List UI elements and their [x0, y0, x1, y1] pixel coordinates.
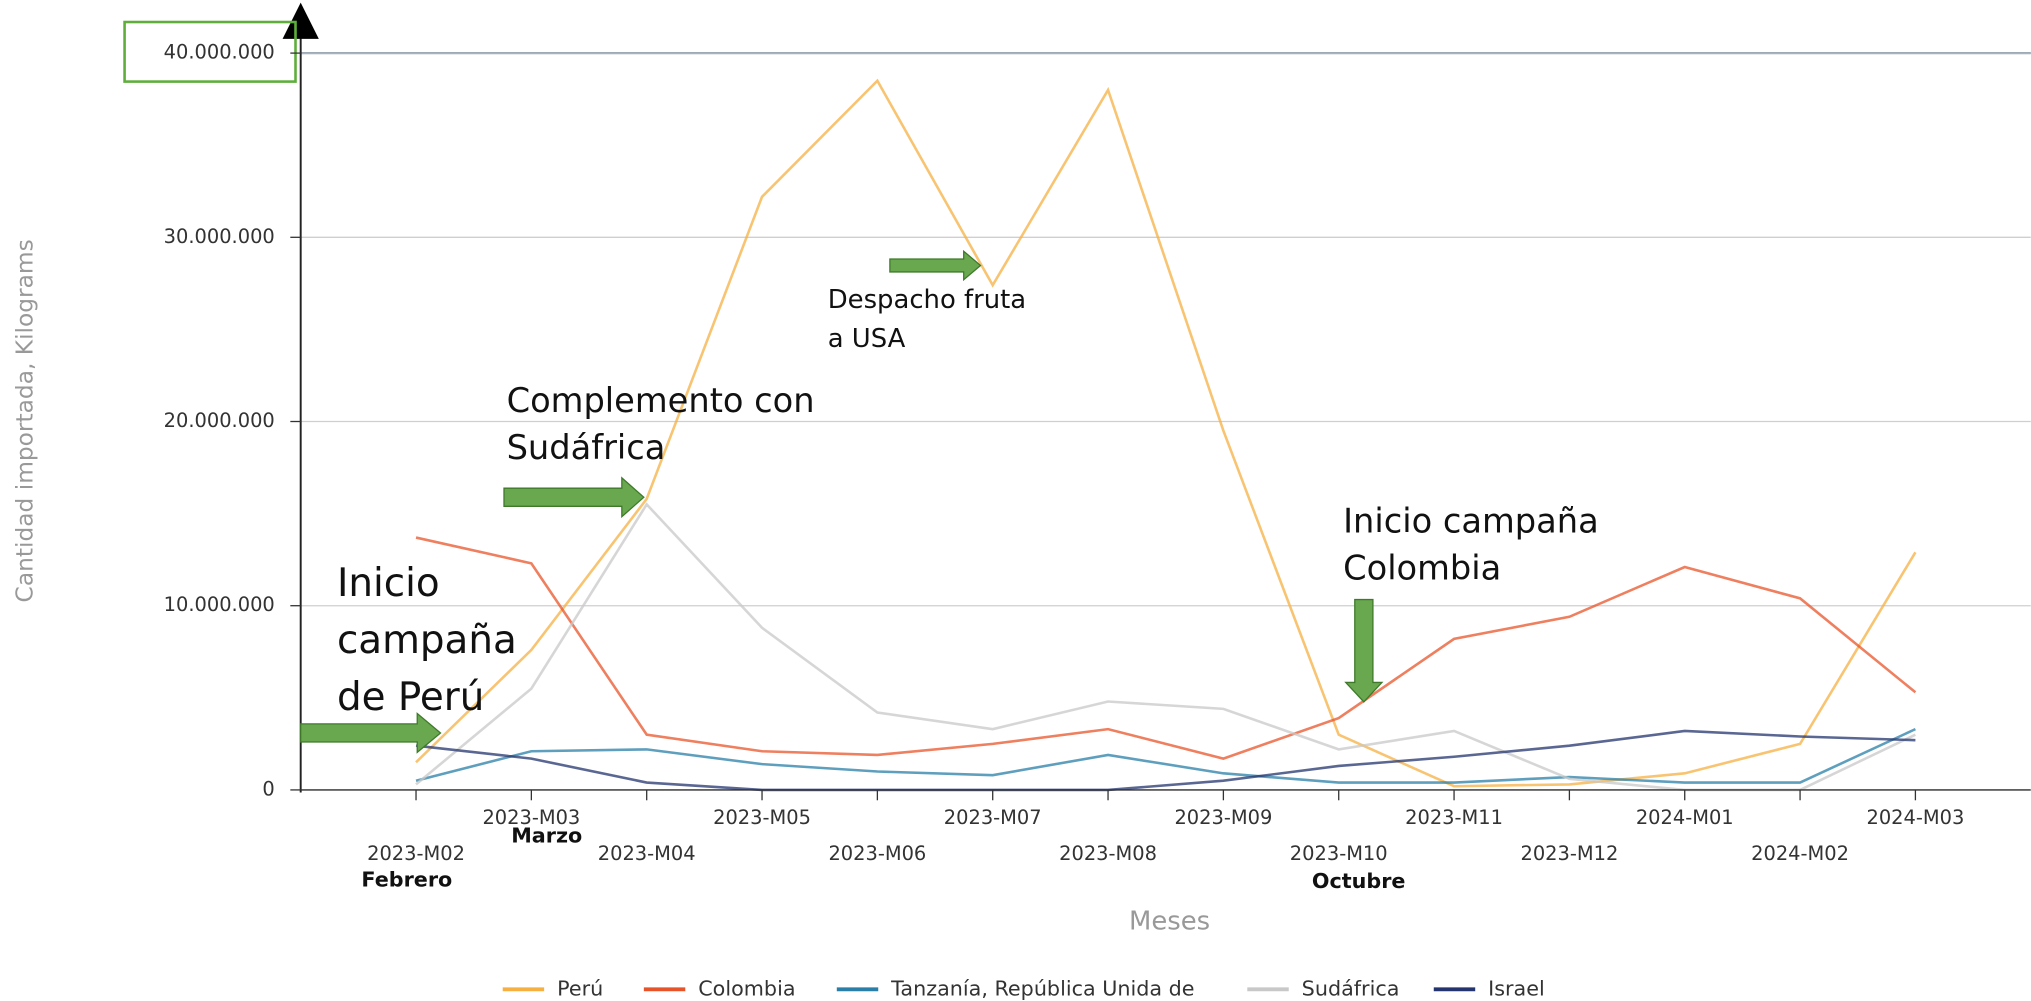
x-tick-label: 2023-M06: [828, 842, 926, 865]
x-tick-label: 2023-M11: [1405, 806, 1503, 829]
x-tick-label: 2023-M05: [713, 806, 811, 829]
annotation: Octubre: [1312, 869, 1406, 893]
legend-label: Perú: [557, 976, 603, 1000]
annotation: Febrero: [361, 868, 452, 892]
legend-label: Israel: [1488, 976, 1545, 1000]
y-tick-label: 10.000.000: [164, 593, 275, 616]
series-line: [415, 729, 1916, 792]
x-tick-label: 2023-M07: [944, 806, 1042, 829]
annotation: Sudáfrica: [507, 428, 666, 467]
x-tick-label: 2023-M10: [1290, 842, 1388, 865]
annotation: campaña: [337, 618, 517, 663]
x-tick-label: 2024-M02: [1751, 842, 1849, 865]
y-tick-label: 30.000.000: [164, 225, 275, 248]
legend-label: Colombia: [698, 976, 795, 1000]
annotation: Inicio campaña: [1343, 502, 1599, 541]
arrow: [1344, 598, 1384, 703]
plot-area: [300, 52, 2031, 792]
x-tick-label: 2023-M09: [1174, 806, 1272, 829]
series-line: [415, 536, 1917, 760]
y-tick-label: 40.000.000: [164, 41, 275, 64]
x-tick-label: 2024-M01: [1636, 806, 1734, 829]
x-axis-title: Meses: [1129, 907, 1210, 937]
highlight-box: [123, 20, 297, 83]
axis-arrowhead: [282, 2, 319, 39]
y-axis-title: Cantidad importada, Kilograms: [12, 239, 39, 602]
x-tick-label: 2023-M04: [598, 842, 696, 865]
x-tick-label: 2023-M08: [1059, 842, 1157, 865]
x-tick-label: 2023-M12: [1520, 842, 1618, 865]
annotation-arrows: [300, 249, 1384, 754]
arrow: [889, 249, 982, 282]
annotation: Inicio: [337, 561, 440, 606]
y-tick-label: 20.000.000: [164, 409, 275, 432]
series-line: [415, 78, 1917, 788]
y-tick-label: 0: [262, 777, 274, 800]
annotation: de Perú: [337, 675, 484, 720]
legend-label: Tanzanía, República Unida de: [890, 976, 1194, 1000]
x-tick-label: 2023-M02: [367, 842, 465, 865]
annotation: Marzo: [511, 824, 582, 848]
annotation: a USA: [828, 324, 906, 354]
arrow: [503, 476, 645, 519]
annotation: Despacho fruta: [828, 285, 1026, 315]
arrow: [300, 712, 442, 754]
x-tick-label: 2023-M03: [482, 806, 580, 829]
annotation: Colombia: [1343, 548, 1501, 587]
x-tick-label: 2024-M03: [1866, 806, 1964, 829]
annotation: Complemento con: [507, 381, 815, 420]
series-line: [415, 502, 1916, 792]
series-line: [415, 727, 1916, 784]
legend-label: Sudáfrica: [1302, 976, 1400, 1000]
